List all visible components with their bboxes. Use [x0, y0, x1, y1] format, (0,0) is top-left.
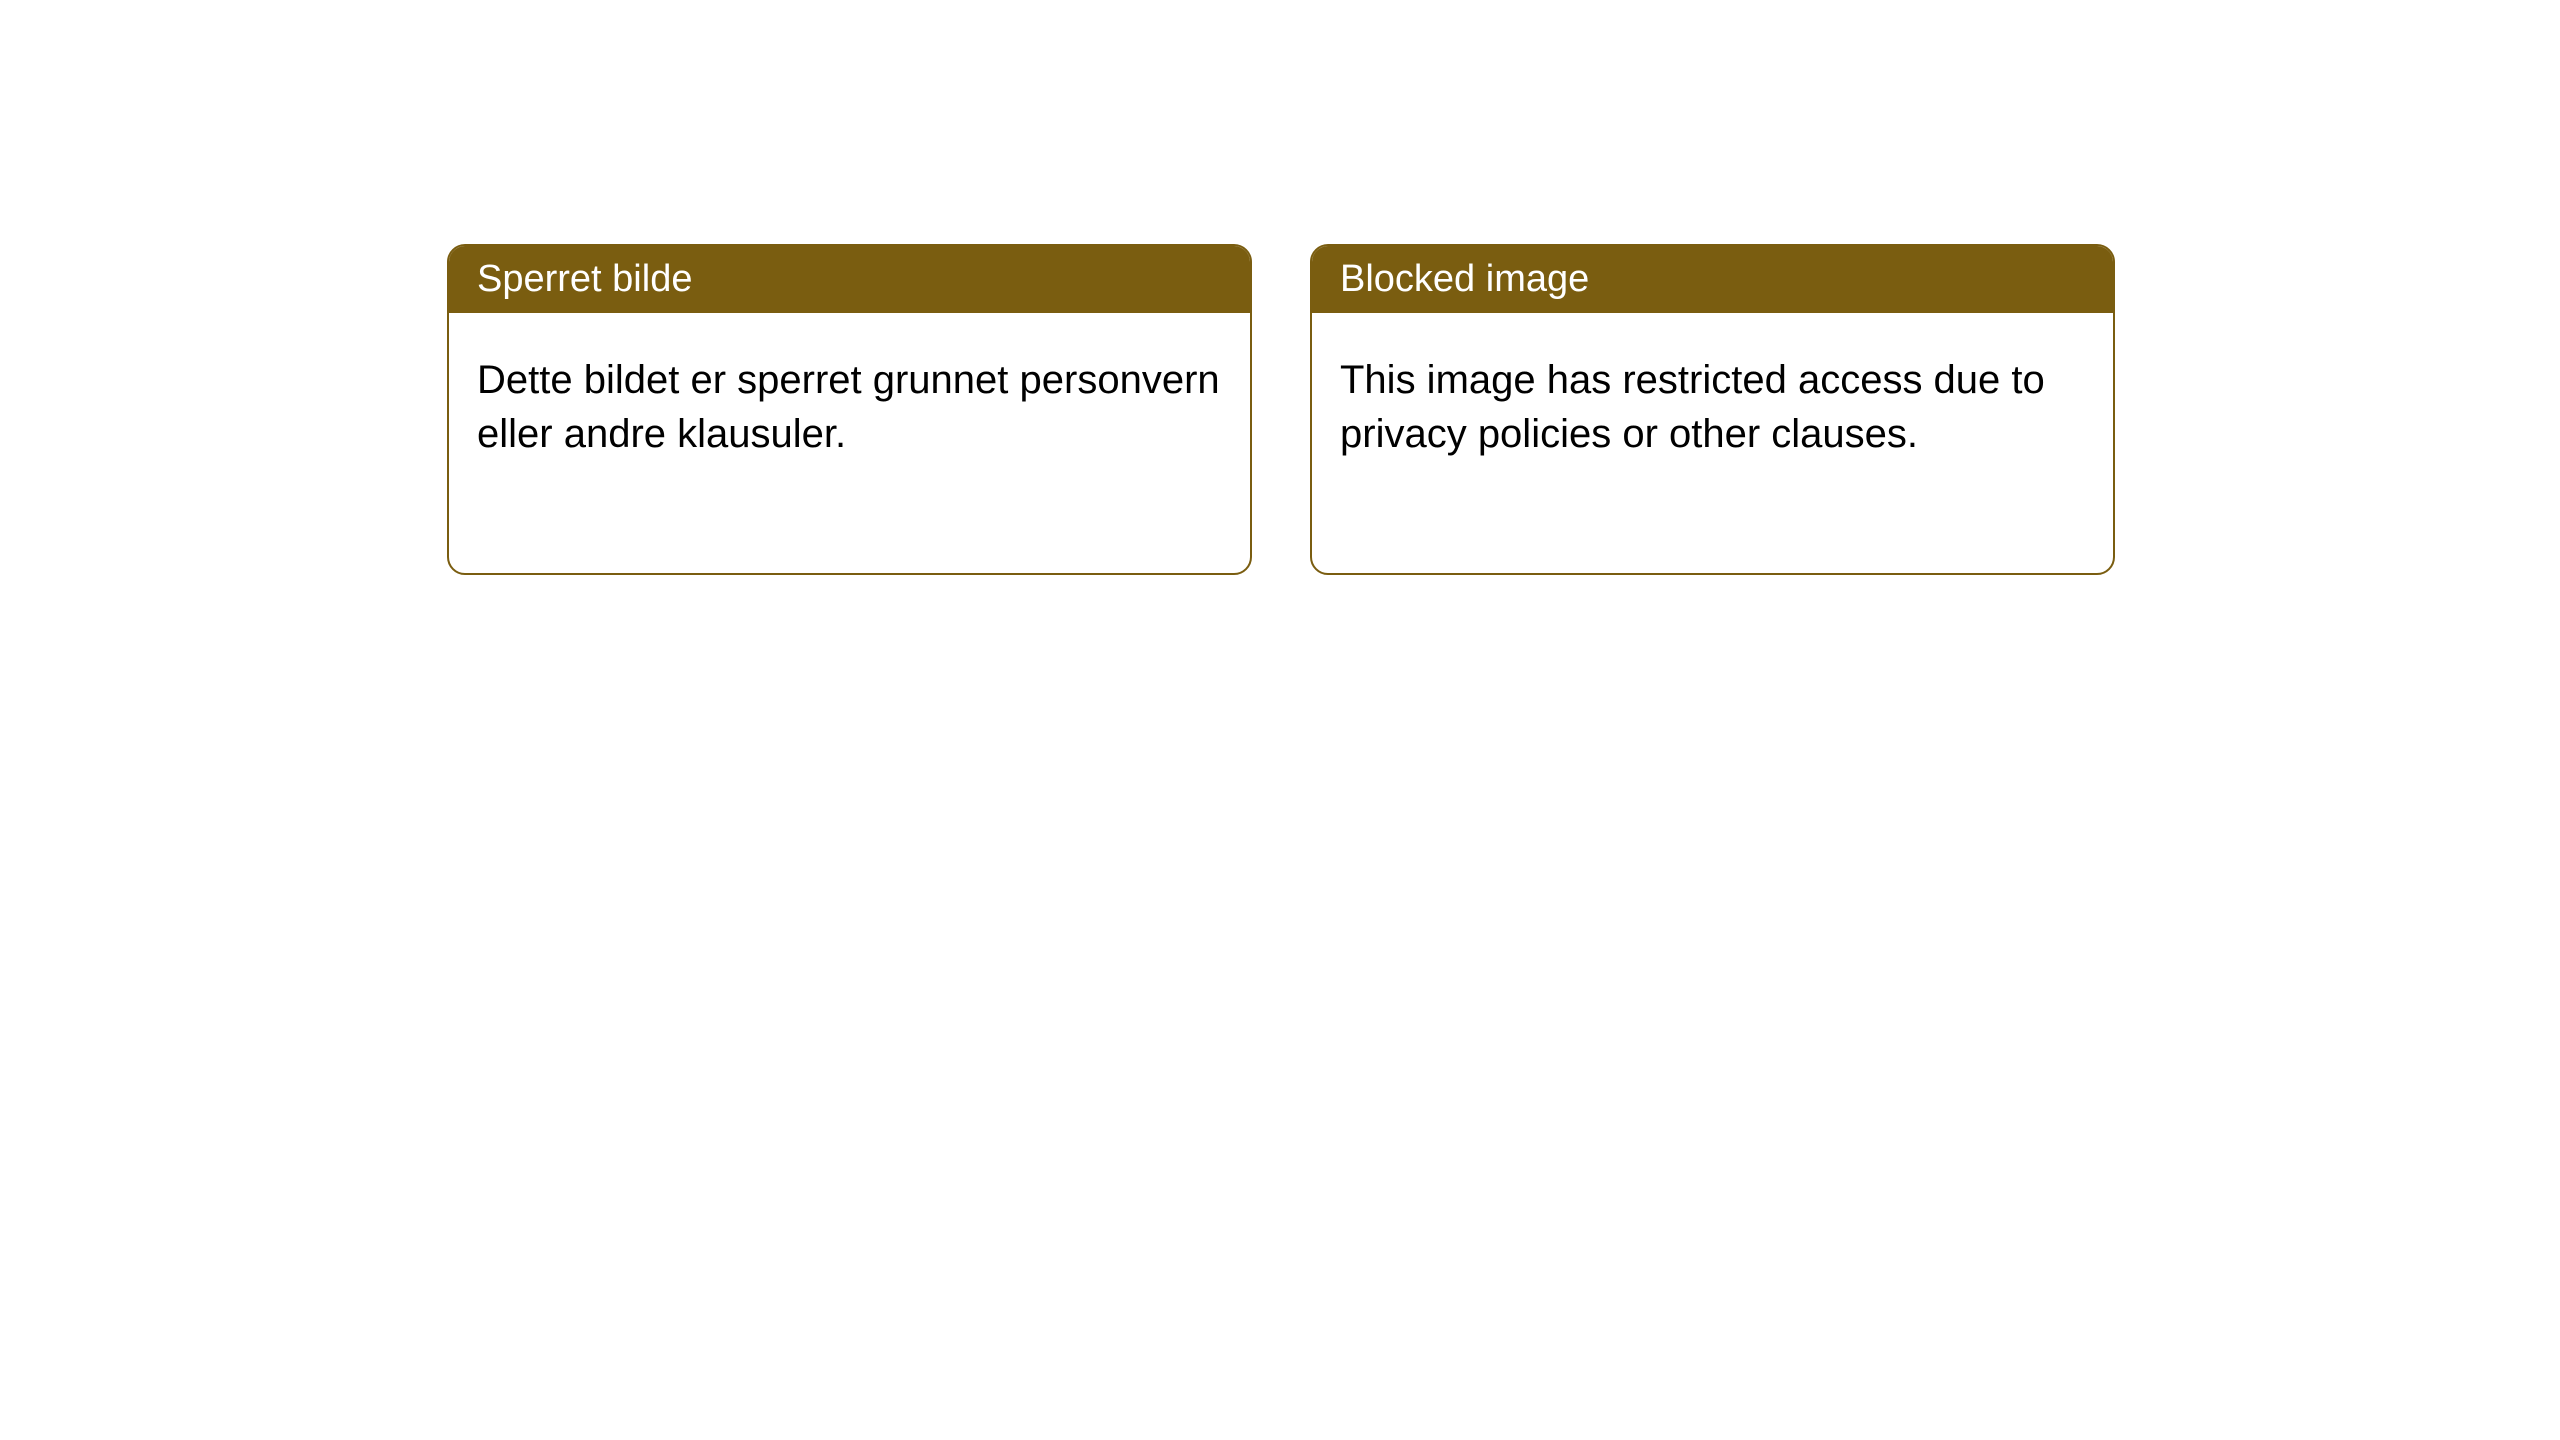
card-title: Sperret bilde [477, 258, 692, 300]
card-body-text: Dette bildet er sperret grunnet personve… [477, 358, 1220, 456]
card-body-text: This image has restricted access due to … [1340, 358, 2045, 456]
card-header: Sperret bilde [449, 246, 1250, 313]
card-title: Blocked image [1340, 258, 1589, 300]
card-header: Blocked image [1312, 246, 2113, 313]
card-body: Dette bildet er sperret grunnet personve… [449, 313, 1250, 573]
notice-card-norwegian: Sperret bilde Dette bildet er sperret gr… [447, 244, 1252, 575]
notice-cards-container: Sperret bilde Dette bildet er sperret gr… [0, 0, 2560, 575]
notice-card-english: Blocked image This image has restricted … [1310, 244, 2115, 575]
card-body: This image has restricted access due to … [1312, 313, 2113, 573]
